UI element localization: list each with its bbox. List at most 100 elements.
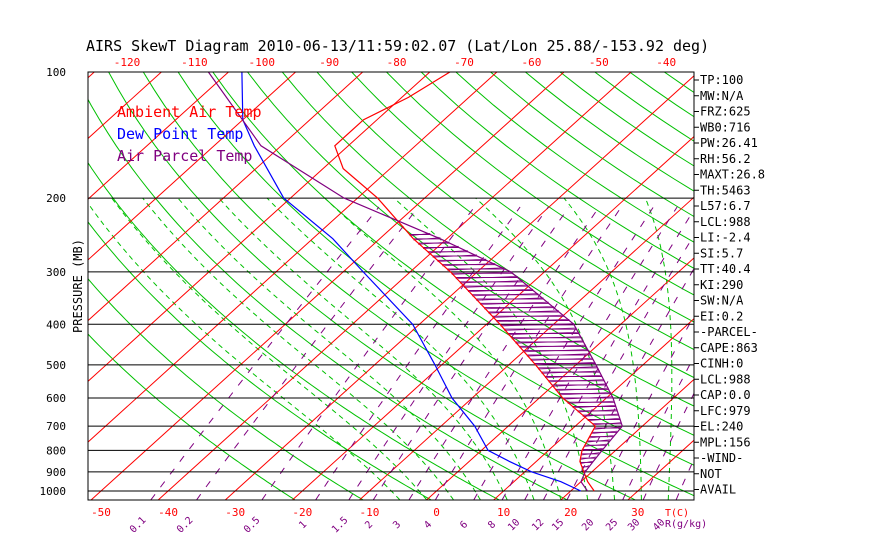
isotherm-line [88, 72, 431, 382]
parcel-temp-line [207, 72, 623, 492]
side-panel-item: CAP:0.0 [700, 388, 751, 402]
side-panel-item: EL:240 [700, 420, 743, 434]
side-panel-item: SW:N/A [700, 294, 744, 308]
pressure-tick-label: 100 [46, 66, 66, 79]
side-panel-item: LCL:988 [700, 215, 751, 229]
cape-hatch [555, 387, 609, 391]
top-temp-tick: -110 [181, 56, 208, 69]
dry-adiabat-line [88, 278, 364, 500]
pressure-tick-label: 900 [46, 466, 66, 479]
top-temp-tick: -40 [656, 56, 676, 69]
isotherm-line [88, 72, 230, 200]
mixing-ratio-line [543, 234, 694, 500]
cape-hatch [582, 448, 603, 452]
cape-hatch [508, 331, 579, 335]
dry-adiabat-line [281, 72, 694, 379]
mixing-ratio-label: 10 [506, 517, 522, 533]
top-temp-tick: -60 [521, 56, 541, 69]
isotherm-line [762, 53, 870, 500]
mixing-ratio-line [150, 206, 380, 500]
bottom-temp-tick: -10 [359, 506, 379, 519]
isotherm-line [90, 72, 565, 500]
moist-adiabat-line [644, 197, 673, 500]
pressure-tick-label: 400 [46, 318, 66, 331]
cape-hatch [423, 245, 459, 249]
mixing-ratio-line [196, 206, 419, 500]
mixing-ratio-line [642, 392, 694, 500]
side-panel-item: EI:0.2 [700, 309, 743, 323]
cape-hatch [463, 284, 528, 288]
cape-hatch [484, 306, 554, 310]
pressure-tick-label: 800 [46, 444, 66, 457]
mixing-ratio-label: 1.5 [330, 515, 351, 536]
side-panel-item: MAXT:26.8 [700, 168, 765, 182]
side-panel-item: TP:100 [700, 73, 743, 87]
mixing-ratio-label: 0.1 [128, 515, 149, 536]
chart-title: AIRS SkewT Diagram 2010-06-13/11:59:02.0… [86, 37, 709, 55]
dry-adiabat-line [88, 98, 568, 500]
mixing-ratio-line [524, 208, 694, 500]
moist-adiabat-line [393, 197, 589, 500]
bottom-temp-tick: 30 [631, 506, 644, 519]
moist-adiabat-line [111, 197, 428, 500]
cape-hatch [581, 452, 600, 456]
bottom-temp-tick: 0 [433, 506, 440, 519]
mixing-ratio-line [261, 206, 475, 500]
cape-hatch [581, 465, 590, 469]
cape-hatch [409, 233, 431, 237]
cape-hatch [534, 362, 596, 366]
dry-adiabat-line [88, 333, 296, 500]
isotherm-line [560, 378, 694, 500]
cape-hatch [523, 349, 589, 353]
cape-hatch [427, 250, 468, 254]
dry-adiabat-line [247, 72, 694, 407]
dry-adiabat-line [525, 72, 694, 192]
cape-hatch [594, 426, 621, 430]
isotherm-line [829, 53, 870, 500]
side-panel-item: TT:40.4 [700, 262, 751, 276]
side-panel-item: LFC:979 [700, 404, 751, 418]
pressure-tick-label: 300 [46, 266, 66, 279]
cape-hatch [472, 293, 539, 297]
cape-hatch [519, 344, 586, 348]
bottom-temp-tick: 20 [564, 506, 577, 519]
top-temp-tick: -120 [114, 56, 141, 69]
cape-hatch [432, 254, 478, 258]
dry-adiabat-line [88, 221, 432, 500]
dry-adiabat-line [142, 72, 694, 497]
mixing-ratio-unit-label: R(g/kg) [665, 519, 707, 530]
cape-hatch [451, 271, 513, 275]
cape-hatch [591, 430, 618, 434]
cape-hatch [459, 280, 523, 284]
isotherm-line [88, 72, 297, 261]
cape-hatch [455, 276, 518, 280]
isotherm-line [359, 196, 694, 500]
top-temp-tick: -50 [589, 56, 609, 69]
bottom-temp-tick: -40 [158, 506, 178, 519]
cape-hatch [559, 392, 611, 396]
dry-adiabat-line [386, 72, 694, 296]
mixing-ratio-label: 30 [626, 517, 642, 533]
isotherm-line [426, 257, 694, 500]
dry-adiabat-line [351, 72, 694, 323]
legend-entry: Dew Point Temp [117, 125, 243, 143]
mixing-ratio-label: 12 [530, 517, 546, 533]
cape-hatch [418, 241, 450, 245]
moist-adiabat-line [324, 197, 562, 500]
cape-hatch [480, 301, 549, 305]
cape-hatch [577, 409, 618, 413]
cape-hatch [580, 460, 593, 464]
cape-hatch [582, 413, 619, 417]
legend-entry: Air Parcel Temp [117, 147, 252, 165]
pressure-tick-label: 200 [46, 192, 66, 205]
dry-adiabat-line [664, 72, 694, 94]
mixing-ratio-label: 2 [363, 519, 375, 531]
top-temp-tick: -80 [387, 56, 407, 69]
mixing-ratio-label: 3 [391, 519, 403, 531]
moist-adiabat-line [218, 197, 508, 500]
cape-hatch [545, 374, 602, 378]
cape-hatch [562, 396, 613, 400]
moist-adiabat-line [142, 197, 454, 500]
bottom-temp-tick: -50 [91, 506, 111, 519]
